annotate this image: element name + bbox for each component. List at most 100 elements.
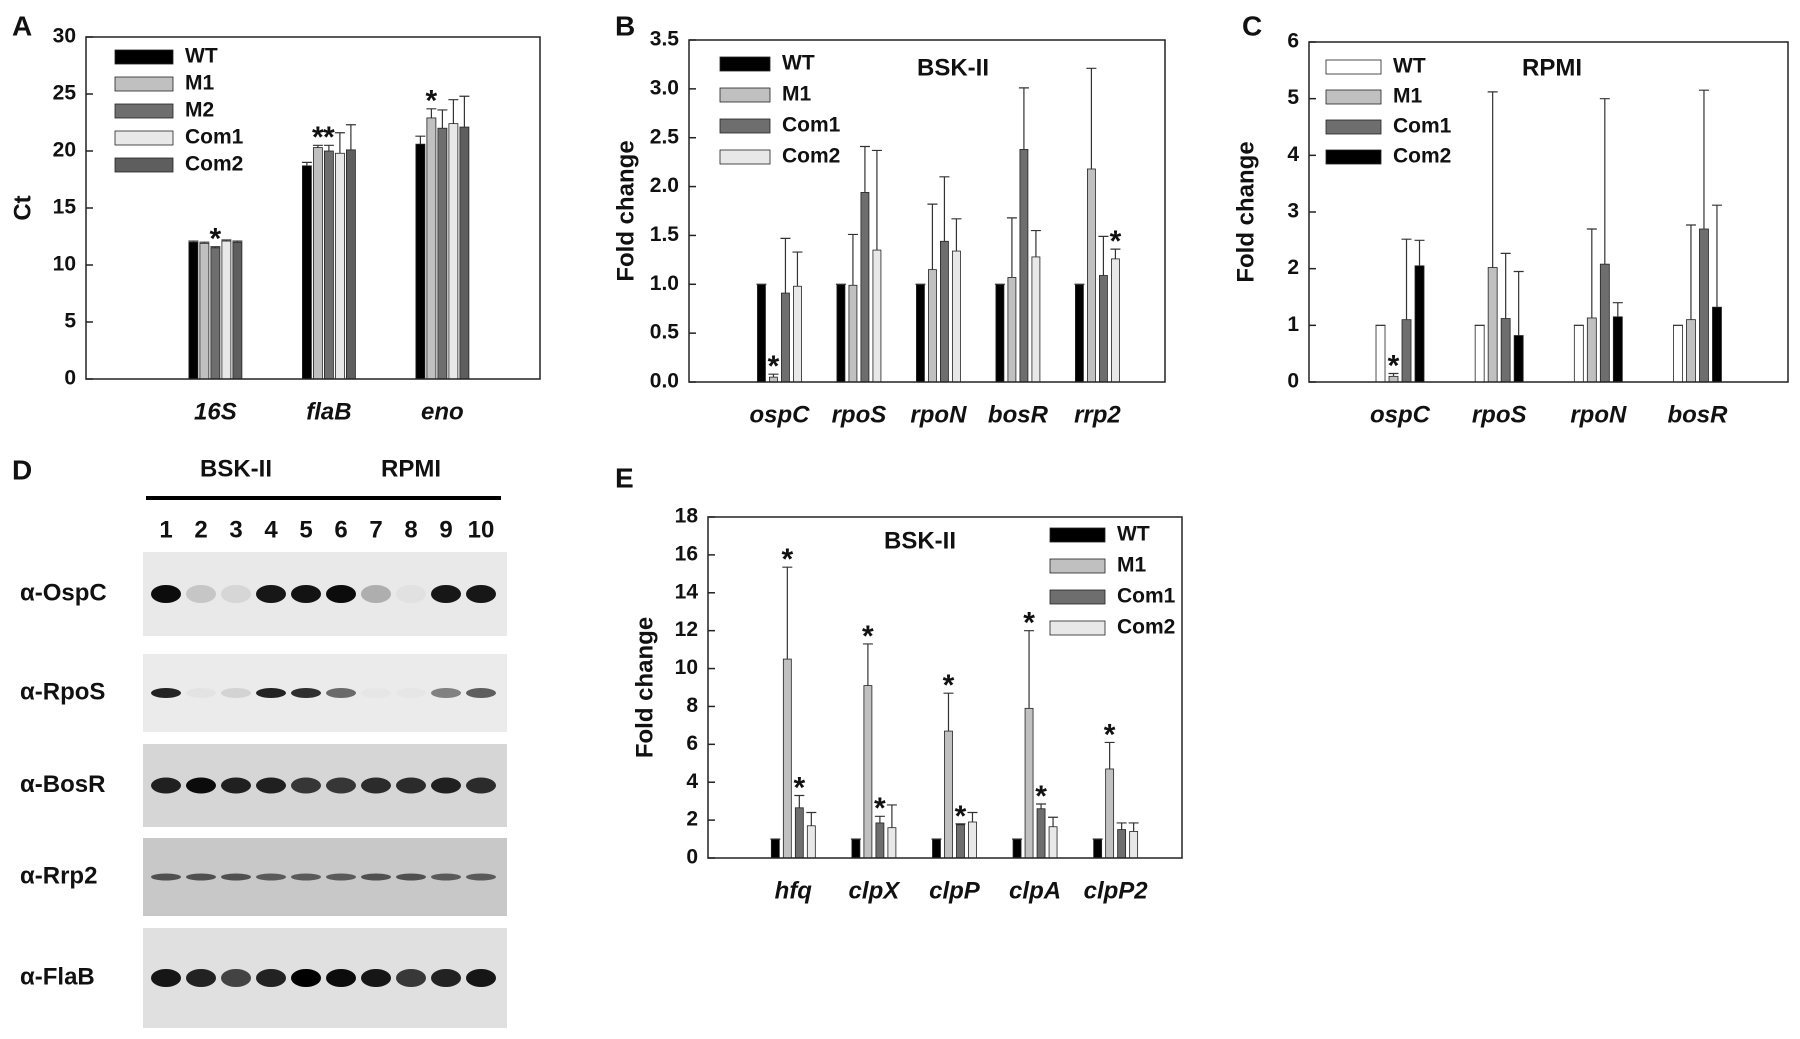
bar <box>836 283 846 383</box>
y-tick-label: 0 <box>686 846 698 869</box>
bar <box>952 250 961 383</box>
blot-band <box>466 585 496 603</box>
blot-row <box>143 928 507 1028</box>
antibody-label: α-OspC <box>20 579 107 606</box>
legend-swatch <box>114 157 174 173</box>
blot-band <box>431 873 461 881</box>
error-bar <box>1098 235 1109 276</box>
blot-band <box>221 688 251 698</box>
y-tick-label: 2.0 <box>650 174 679 197</box>
blot-band <box>396 969 426 987</box>
blot-band <box>221 585 251 603</box>
bar <box>1105 768 1115 859</box>
chart-panel: C RPMI Fold change 0 1 2 3 4 5 6 ospC * rpoS rpoN bosR… <box>1232 10 1789 428</box>
error-bar <box>437 109 448 129</box>
error-bar <box>301 161 312 166</box>
western-blot: D 1 2 3 4 5 6 7 8 9 10 BSK-II RPMI α-OspC α-RpoS α-Bos… <box>12 454 507 1028</box>
blot-band <box>396 688 426 698</box>
legend-label: Com1 <box>1117 585 1176 608</box>
blot-band <box>361 585 391 603</box>
y-tick-label: 2 <box>1287 256 1299 279</box>
x-tick-label: clpP <box>929 877 981 904</box>
error-bar <box>312 144 323 148</box>
significance-mark: * <box>1035 780 1047 813</box>
legend-swatch <box>719 56 771 72</box>
error-bar <box>1104 741 1115 769</box>
bar <box>782 658 792 859</box>
legend-swatch <box>1049 558 1106 574</box>
x-tick-label: rrp2 <box>1074 401 1121 428</box>
blot-row <box>143 744 507 827</box>
y-tick-label: 8 <box>686 694 698 717</box>
bar <box>1117 829 1127 859</box>
error-bar <box>188 240 199 243</box>
antibody-label: α-Rrp2 <box>20 862 97 889</box>
y-tick-label: 6 <box>686 732 698 755</box>
error-bar <box>323 144 334 151</box>
plot-frame <box>1308 41 1789 383</box>
x-tick-label: bosR <box>1667 401 1728 428</box>
y-tick-label: 0 <box>64 367 76 390</box>
significance-mark: * <box>426 85 438 118</box>
y-tick-label: 4 <box>686 770 698 793</box>
chart-title: RPMI <box>1522 54 1582 81</box>
blot-band <box>151 777 181 794</box>
significance-mark: * <box>323 121 335 154</box>
legend-label: Com1 <box>1393 115 1452 138</box>
bar <box>887 827 897 859</box>
blot-band <box>291 688 321 698</box>
blot-band <box>151 585 181 603</box>
legend-label: WT <box>185 45 218 68</box>
bar <box>848 284 858 383</box>
significance-mark: * <box>781 543 793 576</box>
x-tick-label: rpoS <box>1472 401 1527 428</box>
antibody-label: α-RpoS <box>20 678 105 705</box>
bar <box>210 247 221 380</box>
error-bar <box>232 240 243 243</box>
blot-band <box>186 777 216 794</box>
lane-label: 2 <box>194 516 207 543</box>
bar <box>1024 707 1034 859</box>
error-bar <box>1487 91 1498 268</box>
blot-band <box>291 969 321 987</box>
blot-band <box>361 777 391 794</box>
bar <box>221 240 232 380</box>
error-bar <box>1698 89 1709 229</box>
legend-swatch <box>1049 589 1106 605</box>
legend-swatch <box>1325 149 1382 165</box>
error-bar <box>1599 98 1610 265</box>
blot-band <box>221 969 251 987</box>
blot-band <box>186 969 216 987</box>
legend-swatch <box>719 118 771 134</box>
blot-band <box>326 585 356 603</box>
bar <box>448 123 459 380</box>
bar <box>1699 228 1709 383</box>
bar <box>426 117 437 380</box>
plot-frame <box>688 39 1166 383</box>
bar <box>863 685 873 859</box>
x-tick-label: rpoN <box>910 401 967 428</box>
bar <box>1007 277 1017 383</box>
bar <box>312 147 323 380</box>
x-tick-label: hfq <box>775 877 813 904</box>
antibody-label: α-FlaB <box>20 963 95 990</box>
error-bar <box>1048 816 1059 827</box>
bar <box>1129 831 1139 859</box>
bar <box>1075 283 1084 383</box>
error-bar <box>1036 803 1047 809</box>
bar <box>1586 317 1597 383</box>
significance-mark: * <box>210 223 222 256</box>
blot-row <box>143 654 507 732</box>
legend-swatch <box>1049 620 1106 636</box>
bar <box>334 152 345 380</box>
error-bar <box>780 237 791 294</box>
y-axis-label: Ct <box>9 195 36 220</box>
bar <box>1401 319 1412 383</box>
blot-band <box>186 873 216 881</box>
bar <box>188 241 199 380</box>
antibody-label: α-BosR <box>20 771 105 798</box>
bar <box>757 283 766 383</box>
x-tick-label: clpP2 <box>1084 877 1149 904</box>
x-tick-label: rpoN <box>1570 401 1627 428</box>
